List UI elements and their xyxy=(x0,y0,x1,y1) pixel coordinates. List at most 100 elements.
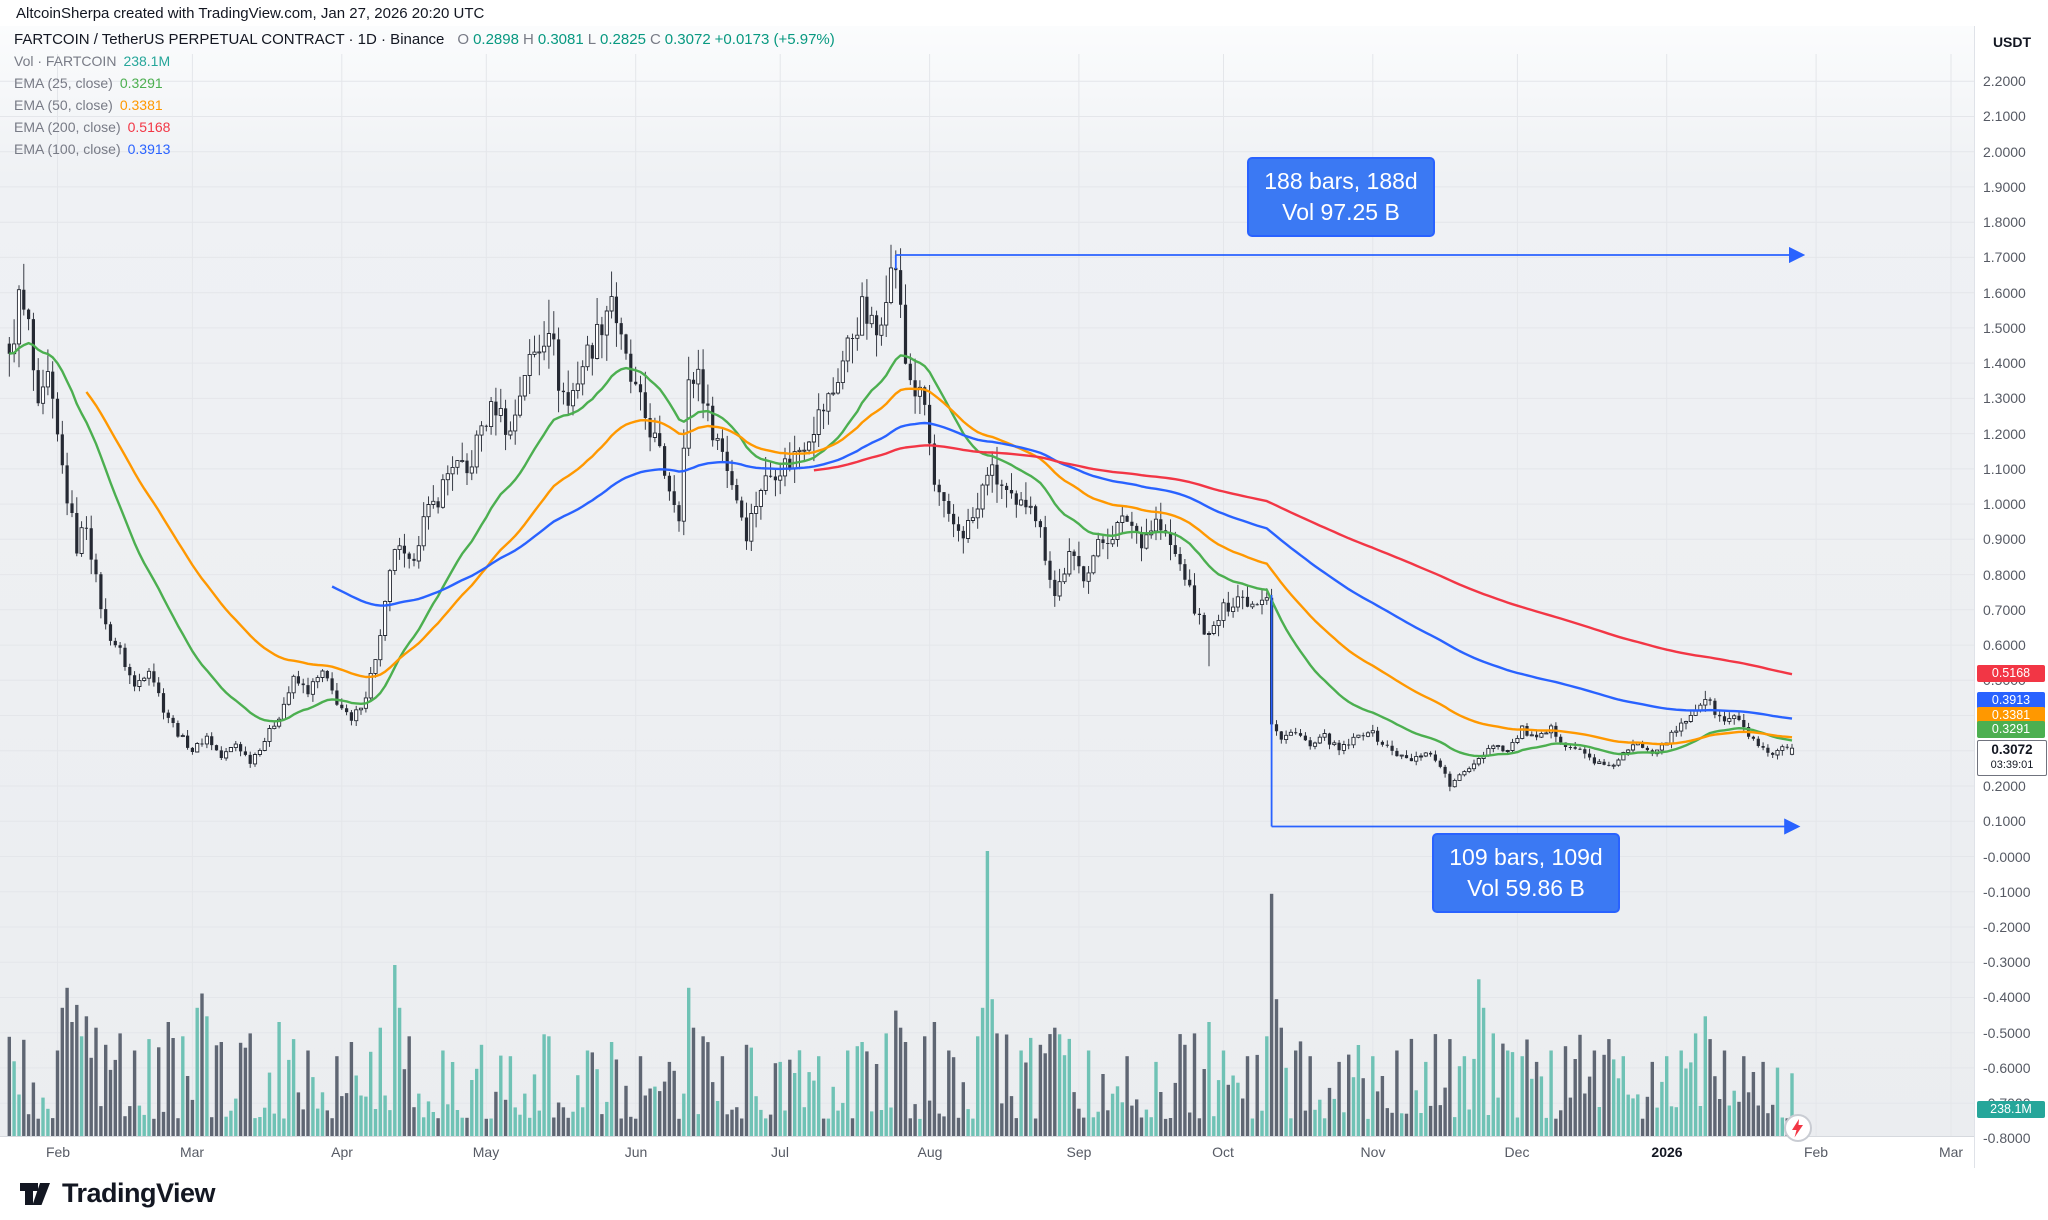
volume-axis-tag: 238.1M xyxy=(1977,1101,2045,1118)
price-scale-label: 1.4000 xyxy=(1983,355,2026,371)
time-axis-label: Aug xyxy=(917,1144,943,1160)
low-value: 0.2825 xyxy=(600,31,646,48)
price-scale-label: 1.5000 xyxy=(1983,320,2026,336)
symbol-legend-row[interactable]: FARTCOIN / TetherUS PERPETUAL CONTRACT ·… xyxy=(14,31,835,48)
ema-200-line xyxy=(813,444,1793,676)
time-axis-label: Mar xyxy=(179,1144,205,1160)
price-scale-label: 2.2000 xyxy=(1983,73,2026,89)
ema100-label: EMA (100, close) xyxy=(14,141,121,157)
ema-lines xyxy=(9,341,1793,758)
ema25-legend-row[interactable]: EMA (25, close) 0.3291 xyxy=(14,75,835,92)
high-label: H xyxy=(522,31,534,48)
volume-value: 238.1M xyxy=(123,53,171,69)
price-scale-label: 1.9000 xyxy=(1983,179,2026,195)
axis-currency-label: USDT xyxy=(1992,34,2032,50)
time-axis-label: Jul xyxy=(771,1144,789,1160)
chart-legend: FARTCOIN / TetherUS PERPETUAL CONTRACT ·… xyxy=(14,31,835,163)
last-price-value: 0.3072 xyxy=(1991,742,2033,757)
measure-bars-text: 188 bars, 188d xyxy=(1264,168,1418,194)
time-axis-label: Feb xyxy=(1803,1144,1829,1160)
candlestick-chart[interactable] xyxy=(0,26,2048,1168)
price-scale-label: 0.9000 xyxy=(1983,531,2026,547)
footer: TradingView xyxy=(0,1168,2048,1220)
ema25-value: 0.3291 xyxy=(119,75,163,91)
brand-name: TradingView xyxy=(62,1177,216,1208)
time-axis-label: May xyxy=(472,1144,500,1160)
symbol-title[interactable]: FARTCOIN / TetherUS PERPETUAL CONTRACT ·… xyxy=(14,31,445,48)
close-label: C xyxy=(649,31,661,48)
time-axis-label: Sep xyxy=(1066,1144,1092,1160)
time-axis-label: Dec xyxy=(1504,1144,1530,1160)
last-price-tag: 0.3072 03:39:01 xyxy=(1977,740,2047,776)
time-axis-label: 2026 xyxy=(1651,1144,1683,1160)
time-axis-label: Jun xyxy=(624,1144,648,1160)
price-scale-label: 0.6000 xyxy=(1983,637,2026,653)
ema200-price-tag: 0.5168 xyxy=(1977,665,2045,682)
attribution-bar: AltcoinSherpa created with TradingView.c… xyxy=(0,0,2048,26)
ema-25-line xyxy=(9,341,1793,758)
chart-area[interactable]: FARTCOIN / TetherUS PERPETUAL CONTRACT ·… xyxy=(0,26,2048,1169)
measure-label-lower[interactable]: 109 bars, 109d Vol 59.86 B xyxy=(1432,833,1620,913)
ema50-value: 0.3381 xyxy=(119,97,163,113)
ohlc-values: O 0.2898 H 0.3081 L 0.2825 C 0.3072 +0.0173 … xyxy=(457,31,834,48)
price-scale-label: 1.0000 xyxy=(1983,496,2026,512)
price-scale-label: 1.1000 xyxy=(1983,461,2026,477)
tradingview-logo[interactable]: TradingView xyxy=(18,1176,216,1210)
ema200-legend-row[interactable]: EMA (200, close) 0.5168 xyxy=(14,119,835,136)
time-axis-label: Oct xyxy=(1212,1144,1234,1160)
ema25-label: EMA (25, close) xyxy=(14,75,113,91)
ema100-price-tag: 0.3913 xyxy=(1977,692,2045,709)
price-scale-label: -0.4000 xyxy=(1983,989,2031,1005)
price-scale-label: 2.0000 xyxy=(1983,144,2026,160)
price-scale-label: 0.1000 xyxy=(1983,813,2026,829)
candles xyxy=(7,244,1795,811)
volume-bars xyxy=(7,851,1794,1137)
time-axis-label: Apr xyxy=(331,1144,353,1160)
ema100-legend-row[interactable]: EMA (100, close) 0.3913 xyxy=(14,141,835,158)
ema-100-line xyxy=(331,421,1793,720)
tradingview-badge-icon xyxy=(1782,1112,1814,1144)
price-scale-label: 1.7000 xyxy=(1983,249,2026,265)
open-label: O xyxy=(457,31,470,48)
price-scale-label: 0.2000 xyxy=(1983,778,2026,794)
bar-countdown: 03:39:01 xyxy=(1990,759,2034,771)
low-label: L xyxy=(587,31,597,48)
price-scale-label: -0.0000 xyxy=(1983,849,2031,865)
ema50-label: EMA (50, close) xyxy=(14,97,113,113)
price-scale-label: 1.3000 xyxy=(1983,390,2026,406)
price-scale-label: 0.7000 xyxy=(1983,602,2026,618)
price-scale-label: -0.5000 xyxy=(1983,1025,2031,1041)
ema25-price-tag: 0.3291 xyxy=(1977,721,2045,738)
measure-volume-text: Vol 59.86 B xyxy=(1467,875,1585,901)
ema200-label: EMA (200, close) xyxy=(14,119,121,135)
price-scale-label: -0.8000 xyxy=(1983,1130,2031,1146)
time-axis[interactable]: Feb Mar Apr May Jun Jul Aug Sep Oct Nov Dec 2026 Feb… xyxy=(0,1136,2048,1169)
price-scale-label: 1.6000 xyxy=(1983,285,2026,301)
price-scale-label: 1.2000 xyxy=(1983,426,2026,442)
time-axis-label: Feb xyxy=(45,1144,71,1160)
volume-legend-row[interactable]: Vol · FARTCOIN 238.1M xyxy=(14,53,835,70)
measure-label-upper[interactable]: 188 bars, 188d Vol 97.25 B xyxy=(1247,157,1435,237)
measure-volume-text: Vol 97.25 B xyxy=(1282,199,1400,225)
measure-lines xyxy=(894,246,1806,835)
time-axis-label: Mar xyxy=(1938,1144,1964,1160)
ema50-legend-row[interactable]: EMA (50, close) 0.3381 xyxy=(14,97,835,114)
measure-bars-text: 109 bars, 109d xyxy=(1449,844,1603,870)
ema100-value: 0.3913 xyxy=(127,141,171,157)
open-value: 0.2898 xyxy=(473,31,519,48)
time-axis-label: Nov xyxy=(1360,1144,1386,1160)
price-scale-label: 1.8000 xyxy=(1983,214,2026,230)
volume-label: Vol · FARTCOIN xyxy=(14,53,117,69)
price-scale-label: 2.1000 xyxy=(1983,108,2026,124)
price-scale-label: -0.1000 xyxy=(1983,884,2031,900)
price-scale-label: -0.6000 xyxy=(1983,1060,2031,1076)
price-axis[interactable]: USDT 2.2000 2.1000 2.0000 1.9000 1.8000 1.700… xyxy=(1974,26,2048,1168)
ema50-price-tag: 0.3381 xyxy=(1977,707,2045,724)
ema200-value: 0.5168 xyxy=(127,119,171,135)
price-scale-label: 0.8000 xyxy=(1983,567,2026,583)
price-scale-label: -0.2000 xyxy=(1983,919,2031,935)
high-value: 0.3081 xyxy=(537,31,584,48)
change-value: +0.0173 (+5.97%) xyxy=(714,31,835,48)
close-value: 0.3072 xyxy=(664,31,711,48)
attribution-text: AltcoinSherpa created with TradingView.c… xyxy=(16,5,485,22)
